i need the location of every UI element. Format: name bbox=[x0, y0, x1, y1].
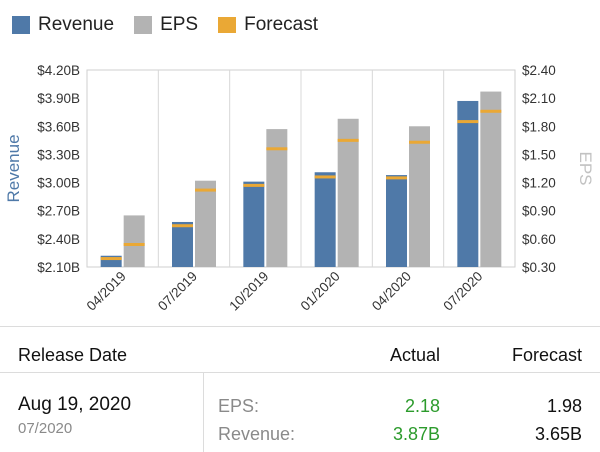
left-axis-tick-label: $3.30B bbox=[37, 147, 80, 162]
right-axis-tick-label: $2.40 bbox=[522, 63, 556, 78]
left-axis-tick-label: $3.60B bbox=[37, 119, 80, 134]
eps-forecast-marker bbox=[123, 242, 145, 246]
table-header-divider bbox=[0, 372, 600, 373]
legend-item-revenue[interactable]: Revenue bbox=[12, 14, 114, 36]
eps-forecast-marker bbox=[266, 147, 288, 151]
legend-label-eps: EPS bbox=[160, 14, 199, 35]
x-axis-tick-label: 01/2020 bbox=[298, 269, 343, 314]
revenue-bar bbox=[386, 175, 407, 267]
revenue-bar bbox=[172, 221, 193, 267]
legend-item-forecast[interactable]: Forecast bbox=[218, 14, 318, 36]
right-axis-tick-label: $1.20 bbox=[522, 176, 556, 191]
x-axis-tick-label: 04/2019 bbox=[84, 269, 129, 314]
revenue-forecast-marker bbox=[314, 175, 336, 179]
forecast-header: Forecast bbox=[511, 345, 582, 365]
right-axis-tick-label: $1.80 bbox=[522, 119, 556, 134]
eps-forecast-marker bbox=[480, 109, 502, 113]
actual-header: Actual bbox=[389, 345, 440, 365]
legend-swatch-revenue bbox=[12, 16, 30, 34]
legend-swatch-forecast bbox=[218, 17, 237, 33]
left-axis-title: Revenue bbox=[4, 134, 23, 202]
x-axis-tick-label: 04/2020 bbox=[369, 269, 414, 314]
release-period: 07/2020 bbox=[18, 420, 73, 437]
left-axis-tick-label: $4.20B bbox=[37, 63, 80, 78]
eps-bar bbox=[409, 126, 430, 268]
revenue-actual-value: 3.87B bbox=[392, 424, 440, 444]
revenue-bar bbox=[457, 100, 479, 267]
release-date-header: Release Date bbox=[18, 345, 128, 365]
revenue-bar bbox=[243, 181, 265, 267]
eps-bar bbox=[480, 91, 502, 267]
right-axis-title: EPS bbox=[576, 151, 595, 185]
revenue-row-label: Revenue: bbox=[218, 424, 296, 444]
chart-divider bbox=[0, 326, 600, 327]
x-axis-tick-label: 07/2019 bbox=[155, 269, 200, 314]
left-axis-tick-label: $2.10B bbox=[37, 260, 80, 275]
legend-label-forecast: Forecast bbox=[244, 14, 319, 35]
legend-swatch-eps bbox=[134, 16, 153, 34]
left-axis-tick-label: $3.00B bbox=[37, 176, 80, 191]
revenue-bar bbox=[100, 255, 122, 267]
eps-bar bbox=[195, 180, 216, 267]
right-axis-tick-label: $1.50 bbox=[522, 147, 556, 162]
left-axis-tick-label: $2.40B bbox=[37, 232, 80, 247]
revenue-forecast-marker bbox=[457, 120, 479, 124]
revenue-forecast-value: 3.65B bbox=[534, 424, 582, 444]
eps-forecast-marker bbox=[337, 138, 359, 142]
revenue-forecast-marker bbox=[386, 176, 407, 180]
x-axis-tick-label: 10/2019 bbox=[226, 269, 271, 314]
eps-actual-value: 2.18 bbox=[404, 396, 440, 416]
table-column-divider bbox=[203, 372, 204, 452]
right-axis-tick-label: $2.10 bbox=[522, 91, 556, 106]
revenue-bar bbox=[314, 172, 336, 267]
right-axis-tick-label: $0.90 bbox=[522, 204, 556, 219]
eps-bar bbox=[123, 215, 145, 267]
eps-forecast-value: 1.98 bbox=[546, 396, 582, 416]
eps-bar bbox=[266, 129, 288, 267]
combo-bar-chart: $2.10B $2.40B $2.70B $3.00B $3.30B $3.60B $3.9… bbox=[4, 63, 595, 314]
revenue-forecast-marker bbox=[172, 224, 193, 228]
release-date: Aug 19, 2020 bbox=[18, 394, 132, 415]
revenue-forecast-marker bbox=[100, 257, 122, 261]
eps-forecast-marker bbox=[409, 140, 430, 144]
legend-item-eps[interactable]: EPS bbox=[134, 14, 198, 36]
right-axis-tick-label: $0.30 bbox=[522, 260, 556, 275]
eps-row-label: EPS: bbox=[218, 396, 260, 416]
chart-legend: Revenue EPS Forecast bbox=[12, 14, 318, 36]
left-axis-tick-label: $3.90B bbox=[37, 91, 80, 106]
eps-bar bbox=[337, 118, 359, 268]
left-axis-tick-label: $2.70B bbox=[37, 204, 80, 219]
x-axis-tick-label: 07/2020 bbox=[440, 269, 485, 314]
right-axis-tick-label: $0.60 bbox=[522, 232, 556, 247]
revenue-forecast-marker bbox=[243, 183, 265, 187]
legend-label-revenue: Revenue bbox=[38, 14, 115, 35]
eps-forecast-marker bbox=[195, 188, 216, 192]
